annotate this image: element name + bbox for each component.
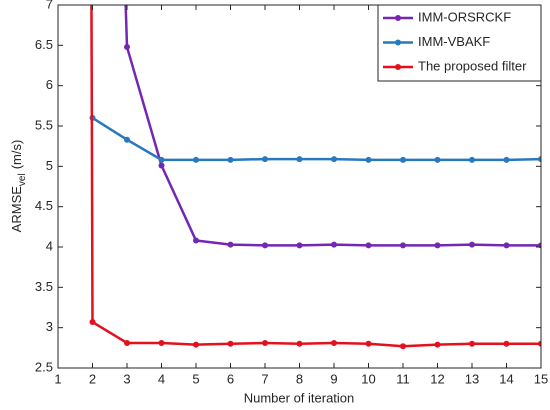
series-marker <box>227 156 234 163</box>
x-tick-label: 7 <box>261 371 268 386</box>
legend-label: IMM-VBAKF <box>418 34 490 49</box>
y-label-main: ARMSE <box>9 186 24 233</box>
series-marker <box>503 156 510 163</box>
y-tick-label: 7 <box>46 0 53 11</box>
legend-label: IMM-ORSRCKF <box>418 9 511 24</box>
series-marker <box>158 339 165 346</box>
series-marker <box>503 340 510 347</box>
series-marker <box>331 156 337 163</box>
series-marker <box>434 341 441 348</box>
series-line <box>91 116 541 162</box>
x-tick-label: 2 <box>89 371 96 386</box>
y-tick-label: 6 <box>46 77 53 92</box>
x-tick-label: 8 <box>296 371 303 386</box>
y-label-sub: vel <box>17 173 28 186</box>
y-tick-label: 3.5 <box>35 279 53 294</box>
series-marker <box>469 340 475 347</box>
x-tick-label: 14 <box>499 371 513 386</box>
y-tick-label: 4.5 <box>35 198 53 213</box>
series-marker <box>469 156 475 163</box>
series-marker <box>538 340 541 347</box>
series-marker <box>331 241 337 248</box>
x-axis-label: Number of iteration <box>244 390 355 405</box>
x-tick-label: 9 <box>330 371 337 386</box>
series-marker <box>296 156 303 163</box>
y-axis-label: ARMSEvel (m/s) <box>9 140 27 233</box>
x-tick-label: 3 <box>123 371 130 386</box>
series-marker <box>262 156 268 163</box>
series-marker <box>331 339 337 346</box>
series-marker <box>193 156 199 163</box>
y-tick-label: 3 <box>46 319 53 334</box>
x-tick-label: 11 <box>396 371 410 386</box>
legend-marker <box>395 39 401 46</box>
x-tick-label: 5 <box>192 371 199 386</box>
series-marker <box>296 242 303 249</box>
x-tick-label: 4 <box>158 371 165 386</box>
series-marker <box>262 339 268 346</box>
legend-marker <box>395 64 401 70</box>
series-line <box>124 5 541 247</box>
series-marker <box>158 156 165 163</box>
series-marker <box>89 319 96 326</box>
x-tick-label: 15 <box>534 371 548 386</box>
x-tick-label: 10 <box>361 371 375 386</box>
series-marker <box>434 156 441 163</box>
series-marker <box>538 156 541 163</box>
x-tick-label: 12 <box>430 371 444 386</box>
series-marker <box>400 343 406 350</box>
y-tick-label: 2.5 <box>35 359 53 374</box>
series-marker <box>469 241 475 248</box>
series-marker <box>124 339 130 346</box>
plot-area <box>89 5 541 350</box>
series-marker <box>503 242 510 249</box>
y-tick-label: 5 <box>46 158 53 173</box>
legend-marker <box>395 15 401 21</box>
x-tick-label: 6 <box>227 371 234 386</box>
series-marker <box>193 341 199 348</box>
y-tick-label: 6.5 <box>35 37 53 52</box>
x-tick-label: 13 <box>465 371 479 386</box>
series-marker <box>227 340 234 347</box>
y-tick-label: 5.5 <box>35 117 53 132</box>
series-marker <box>400 242 406 249</box>
series-marker <box>365 242 372 249</box>
series-marker <box>124 136 130 143</box>
legend-label: The proposed filter <box>418 58 527 73</box>
series-marker <box>365 340 372 347</box>
series-marker <box>227 241 234 248</box>
series-marker <box>124 43 130 50</box>
series-marker <box>262 242 268 249</box>
series-marker <box>400 156 406 163</box>
series-marker <box>434 242 441 249</box>
series-marker <box>296 340 303 347</box>
series-marker <box>158 162 165 169</box>
x-tick-label: 1 <box>54 371 61 386</box>
y-label-unit: (m/s) <box>9 140 24 170</box>
series-marker <box>193 237 199 244</box>
y-tick-label: 4 <box>46 238 53 253</box>
series-marker <box>365 156 372 163</box>
